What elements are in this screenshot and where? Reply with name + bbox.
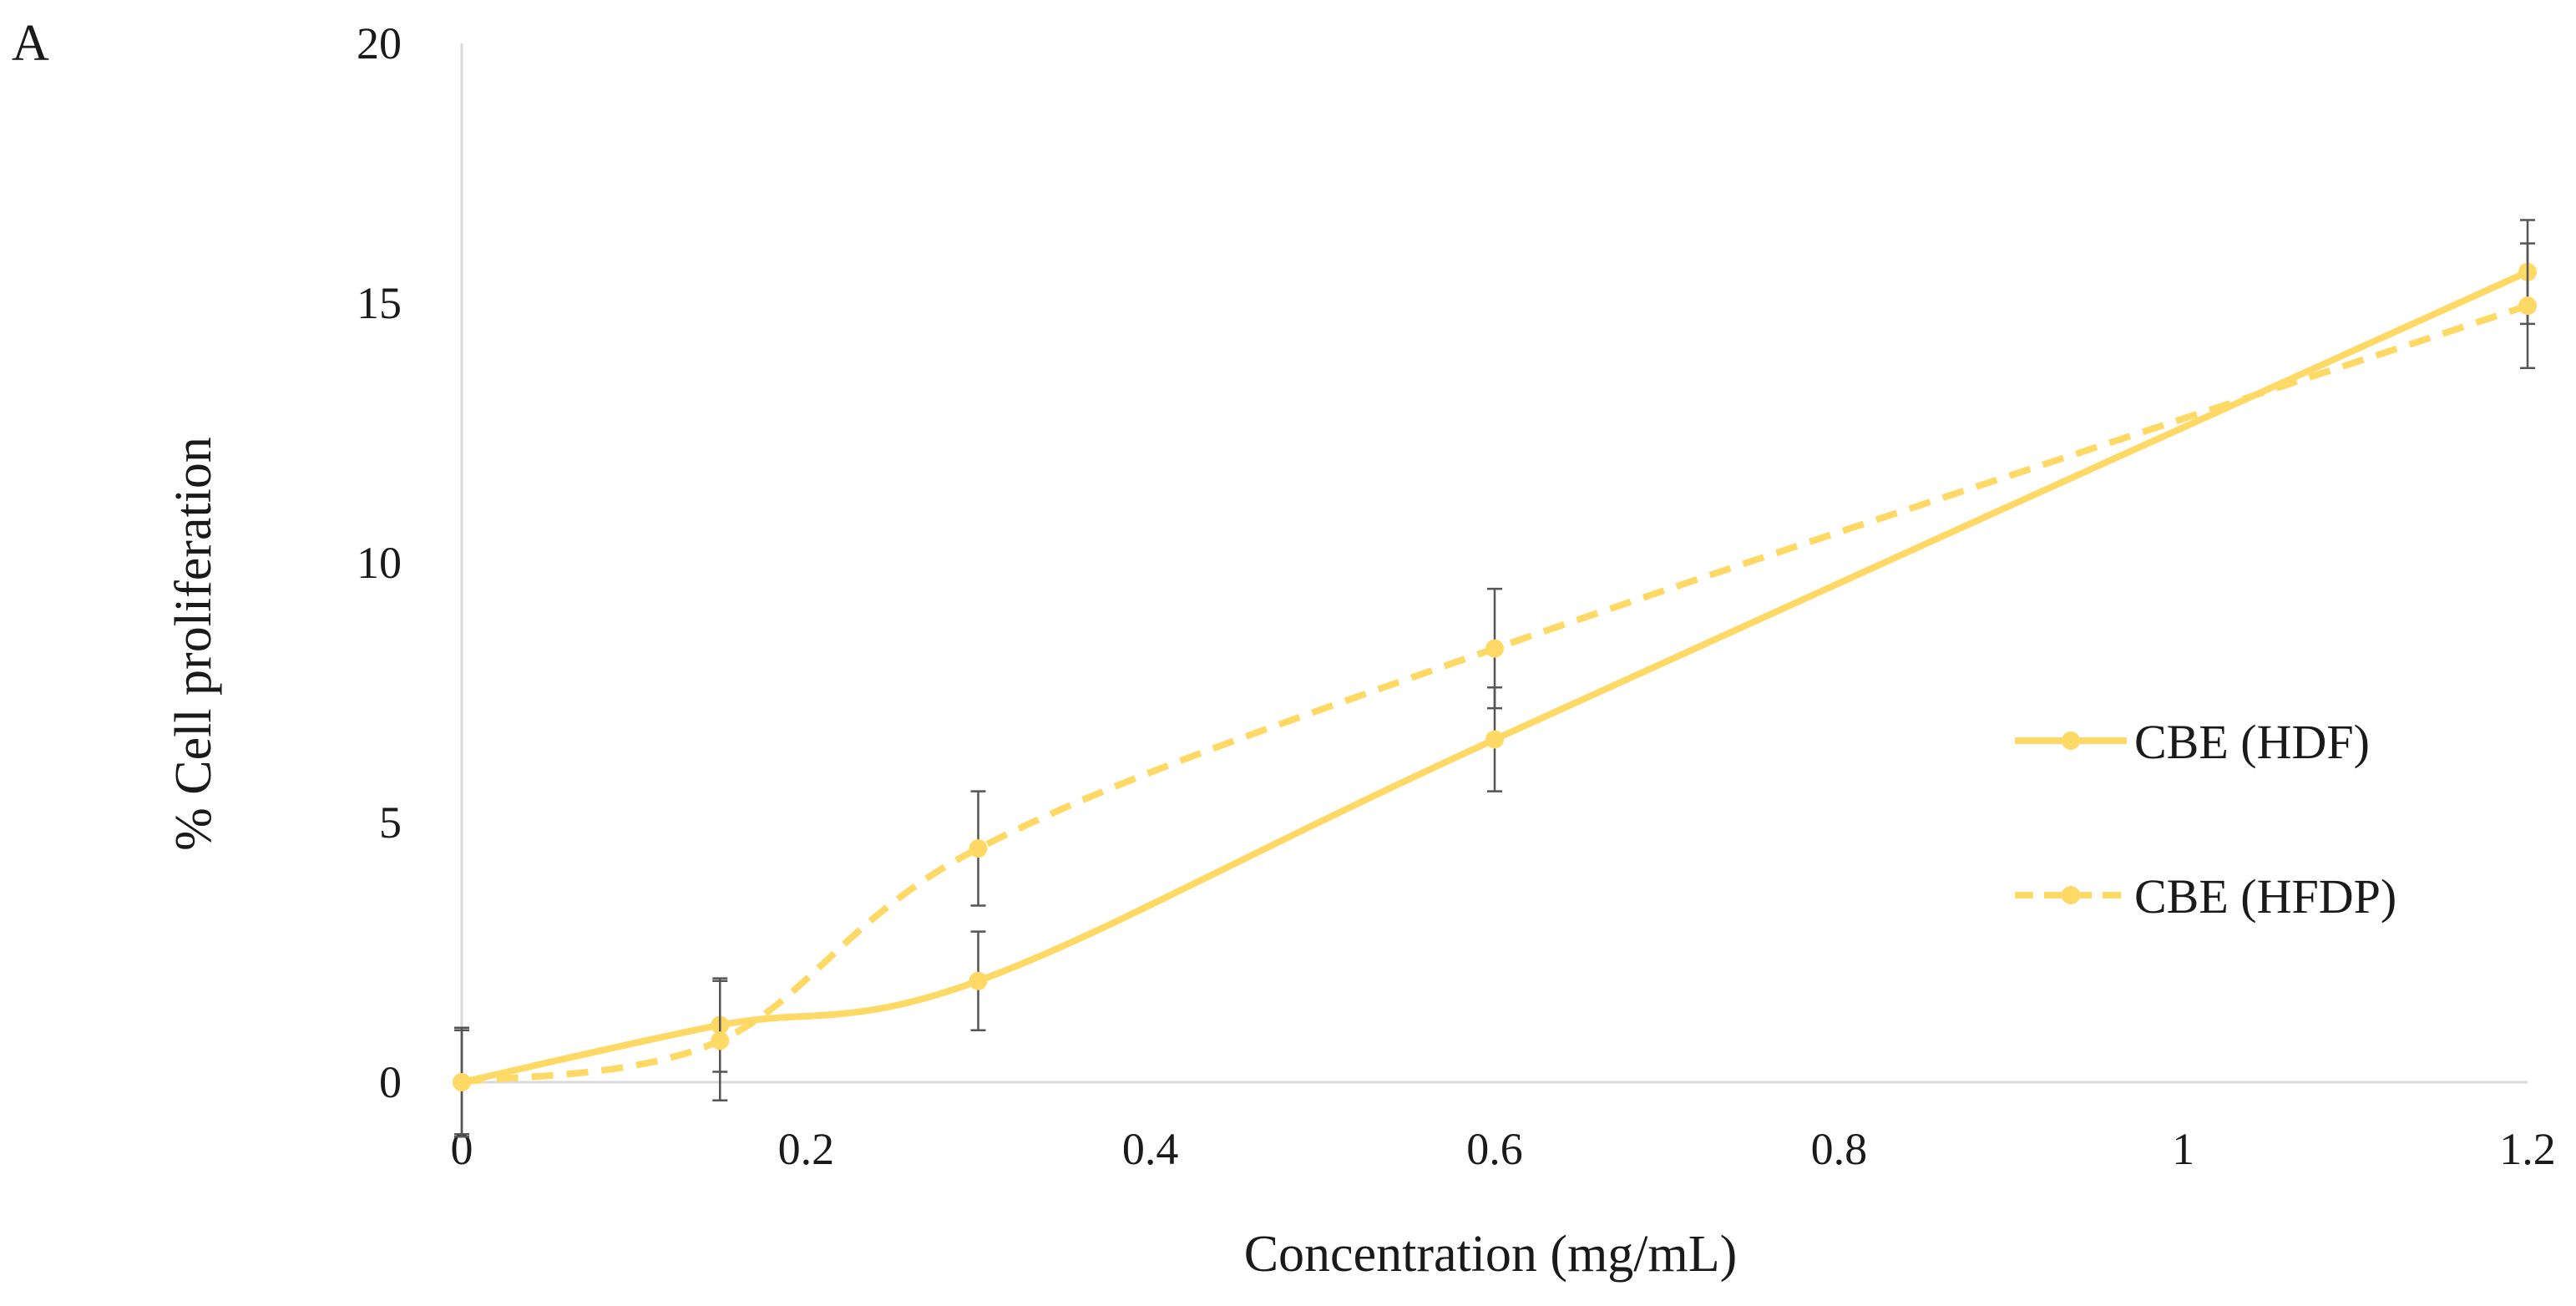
x-tick-label: 0.2 (778, 1124, 835, 1174)
series-layer (453, 219, 2537, 1138)
y-tick-label: 0 (379, 1057, 402, 1107)
panel-label: A (12, 15, 49, 72)
data-point (453, 1073, 471, 1091)
y-tick-label: 20 (357, 18, 402, 68)
legend-swatch-marker (2062, 731, 2080, 750)
data-point (2518, 296, 2537, 316)
y-tick-label: 5 (379, 797, 402, 848)
data-point (1485, 639, 1504, 658)
legend-label: CBE (HFDP) (2134, 869, 2396, 924)
x-tick-label: 0.4 (1122, 1124, 1179, 1174)
legend-item: CBE (HDF) (2015, 715, 2370, 769)
x-tick-label: 1.2 (2499, 1124, 2556, 1174)
x-tick-label: 1 (2172, 1124, 2194, 1174)
data-point (1485, 730, 1504, 749)
data-point (711, 1031, 730, 1050)
legend-swatch-marker (2062, 886, 2080, 904)
legend: CBE (HDF) CBE (HFDP) (2015, 715, 2396, 924)
legend-item: CBE (HFDP) (2015, 869, 2396, 924)
x-tick-label: 0.6 (1466, 1124, 1523, 1174)
legend-label: CBE (HDF) (2134, 715, 2370, 769)
y-tick-label: 10 (357, 538, 402, 588)
series-line (461, 302, 2529, 1086)
x-axis-title: Concentration (mg/mL) (1244, 1226, 1738, 1283)
data-point (969, 839, 988, 858)
series-line (458, 268, 2531, 1086)
series-dashed (453, 242, 2537, 1138)
x-tick-label: 0.8 (1811, 1124, 1868, 1174)
data-point (969, 971, 988, 990)
y-axis-title: % Cell proliferation (165, 437, 222, 851)
y-tick-label: 15 (357, 278, 402, 328)
